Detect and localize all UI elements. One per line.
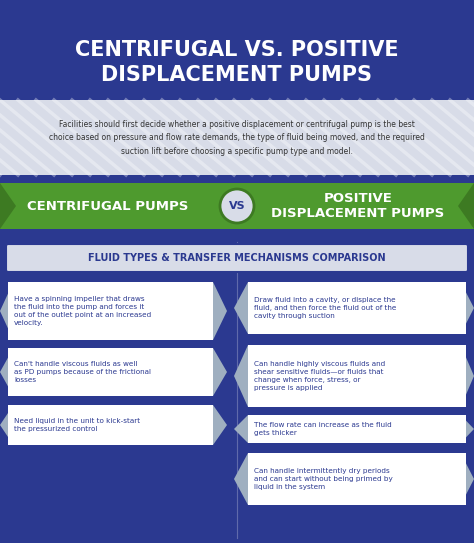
Polygon shape <box>234 453 248 505</box>
Polygon shape <box>234 345 248 407</box>
Polygon shape <box>466 357 474 395</box>
FancyBboxPatch shape <box>248 345 466 407</box>
Text: Can handle intermittently dry periods
and can start without being primed by
liqu: Can handle intermittently dry periods an… <box>254 468 393 490</box>
Polygon shape <box>0 413 8 437</box>
Text: Can handle highly viscous fluids and
shear sensitive fluids—or fluids that
chang: Can handle highly viscous fluids and she… <box>254 361 385 391</box>
Polygon shape <box>466 292 474 324</box>
FancyBboxPatch shape <box>248 415 466 443</box>
FancyBboxPatch shape <box>248 282 466 334</box>
FancyBboxPatch shape <box>8 405 213 445</box>
Polygon shape <box>0 294 8 329</box>
Polygon shape <box>466 421 474 438</box>
Text: VS: VS <box>228 201 246 211</box>
FancyBboxPatch shape <box>248 453 466 505</box>
Text: CENTRIFUGAL PUMPS: CENTRIFUGAL PUMPS <box>27 199 189 212</box>
FancyBboxPatch shape <box>0 237 474 543</box>
FancyBboxPatch shape <box>8 348 213 396</box>
Polygon shape <box>234 415 248 443</box>
Circle shape <box>220 189 254 223</box>
Polygon shape <box>213 282 227 340</box>
Polygon shape <box>234 282 248 334</box>
Text: POSITIVE
DISPLACEMENT PUMPS: POSITIVE DISPLACEMENT PUMPS <box>272 192 445 220</box>
Text: The flow rate can increase as the fluid
gets thicker: The flow rate can increase as the fluid … <box>254 422 392 436</box>
Polygon shape <box>213 348 227 396</box>
Polygon shape <box>213 405 227 445</box>
Text: DISPLACEMENT PUMPS: DISPLACEMENT PUMPS <box>101 65 373 85</box>
Text: Can't handle viscous fluids as well
as PD pumps because of the frictional
losses: Can't handle viscous fluids as well as P… <box>14 361 151 383</box>
Text: CENTRIFUGAL VS. POSITIVE: CENTRIFUGAL VS. POSITIVE <box>75 40 399 60</box>
Text: Facilities should first decide whether a positive displacement or centrifugal pu: Facilities should first decide whether a… <box>49 121 425 156</box>
Polygon shape <box>458 183 474 229</box>
Polygon shape <box>466 463 474 495</box>
FancyBboxPatch shape <box>6 244 468 272</box>
FancyBboxPatch shape <box>0 183 474 229</box>
FancyBboxPatch shape <box>8 282 213 340</box>
Polygon shape <box>0 358 8 387</box>
Text: FLUID TYPES & TRANSFER MECHANISMS COMPARISON: FLUID TYPES & TRANSFER MECHANISMS COMPAR… <box>88 253 386 263</box>
Text: Draw fluid into a cavity, or displace the
fluid, and then force the fluid out of: Draw fluid into a cavity, or displace th… <box>254 297 396 319</box>
FancyBboxPatch shape <box>0 100 474 175</box>
Text: Need liquid in the unit to kick-start
the pressurized control: Need liquid in the unit to kick-start th… <box>14 418 140 432</box>
Polygon shape <box>0 183 16 229</box>
Text: Have a spinning impeller that draws
the fluid into the pump and forces it
out of: Have a spinning impeller that draws the … <box>14 296 151 326</box>
FancyBboxPatch shape <box>0 0 474 100</box>
